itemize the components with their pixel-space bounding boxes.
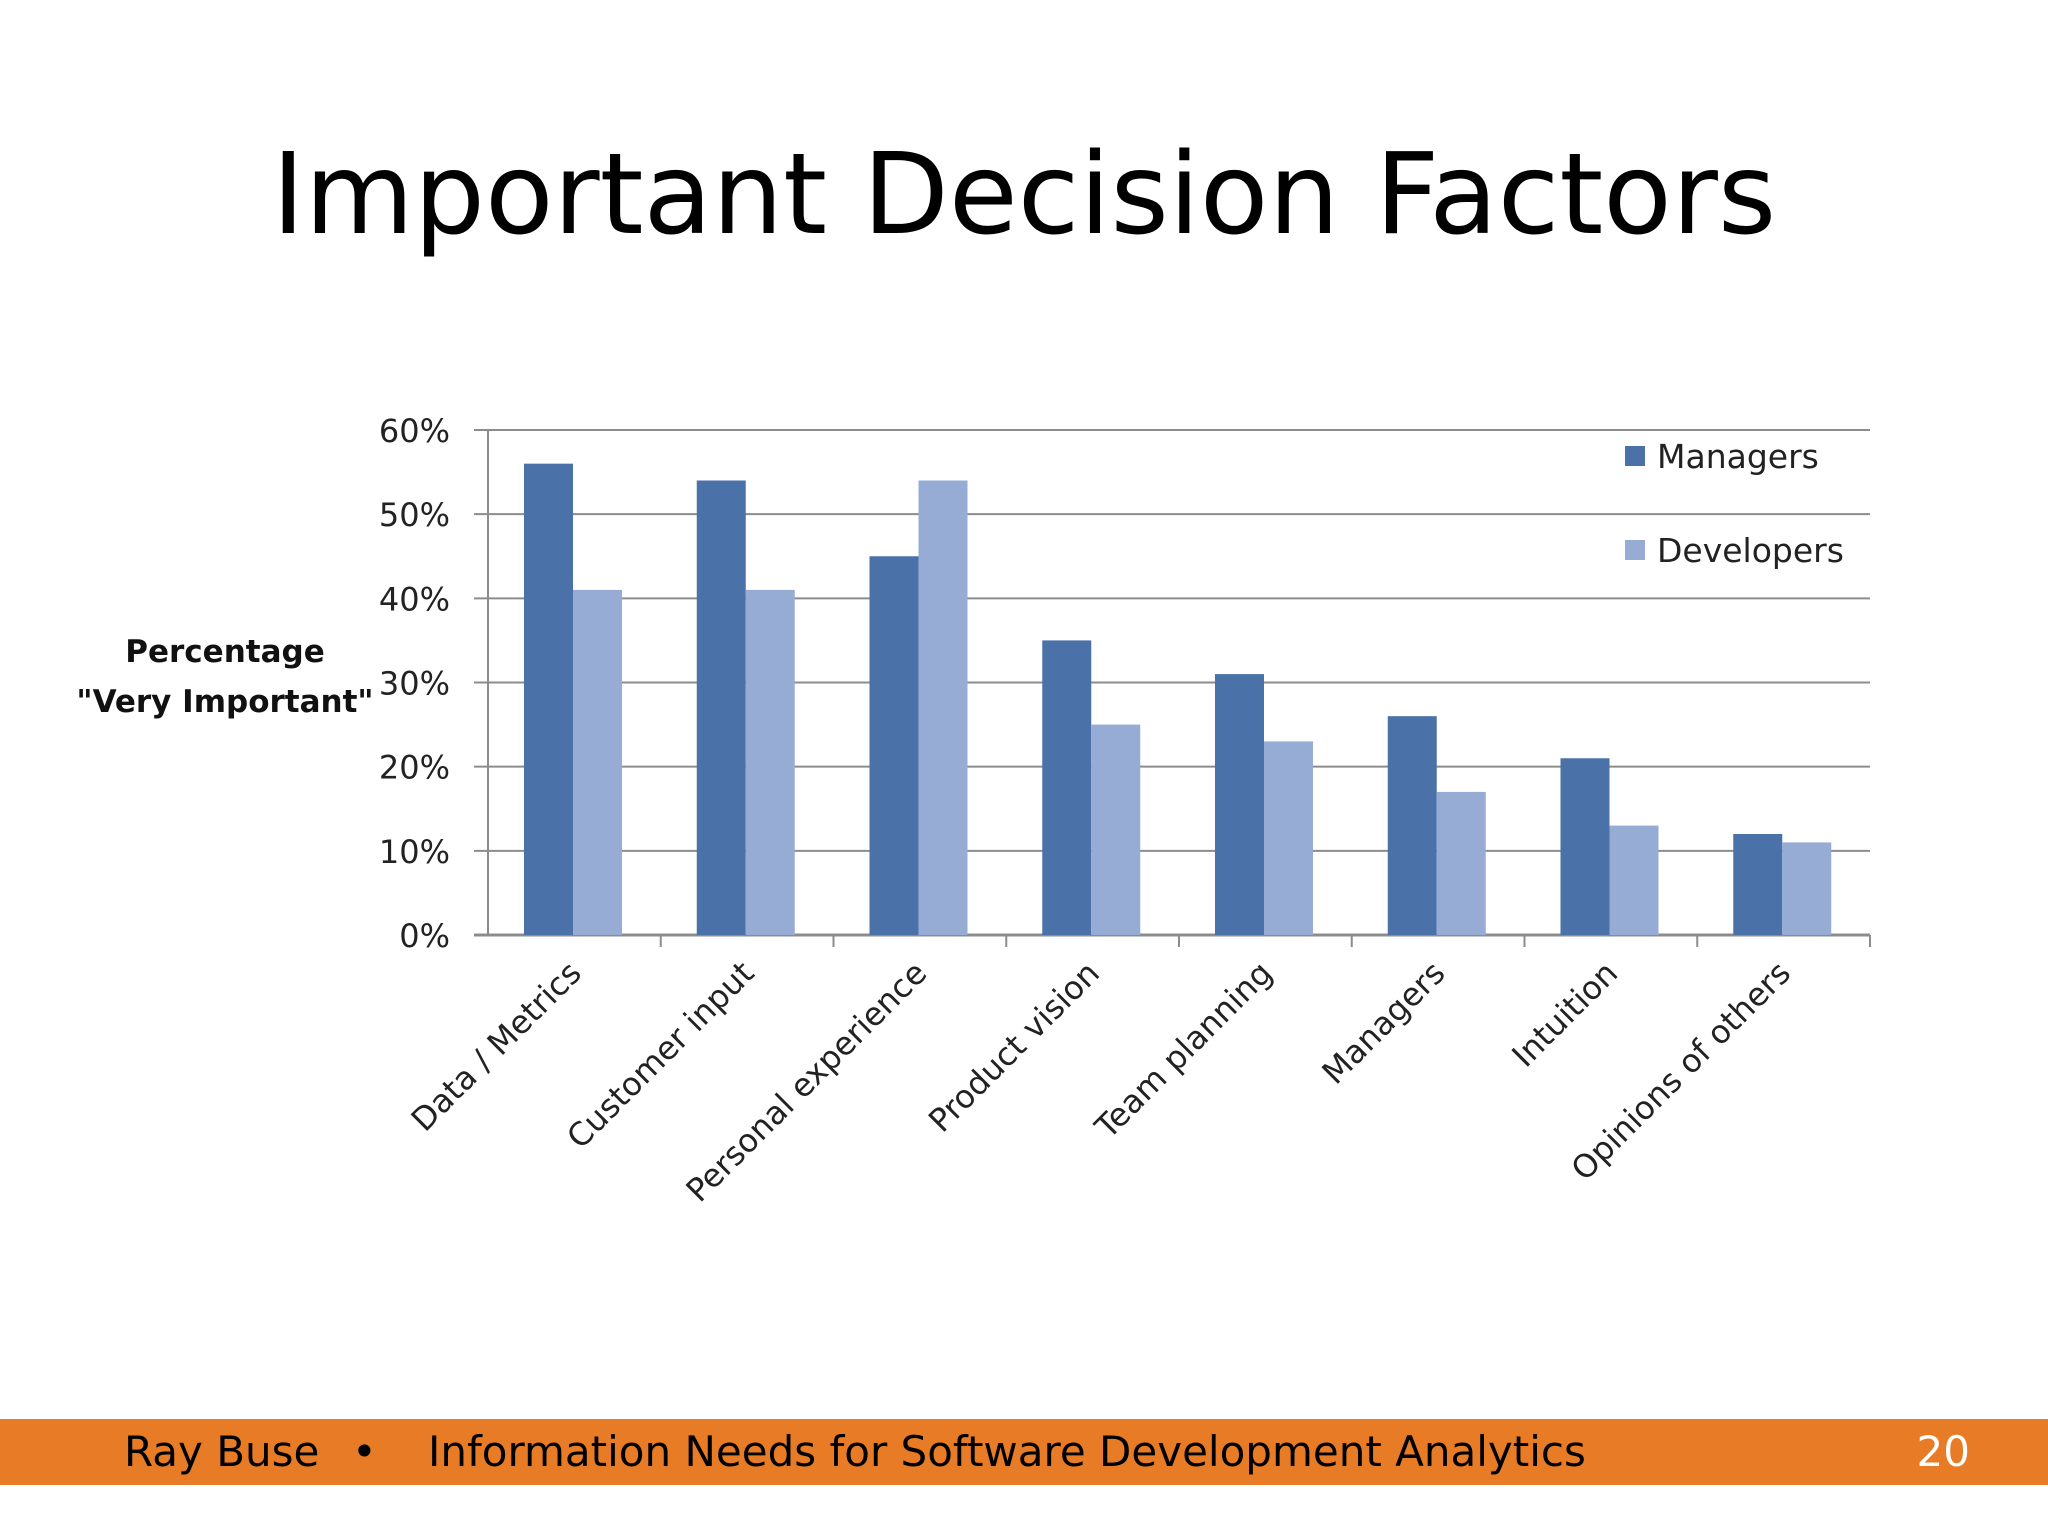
- bar-developers: [1436, 791, 1486, 935]
- bar-managers: [1387, 716, 1437, 935]
- bar-managers: [696, 480, 746, 935]
- y-tick-label: 0%: [399, 917, 450, 955]
- page-number: 20: [1916, 1427, 1970, 1476]
- bar-managers: [524, 463, 573, 935]
- bar-managers: [1733, 834, 1783, 935]
- y-tick-label: 30%: [379, 665, 450, 703]
- legend-swatch-developers: [1625, 540, 1645, 560]
- bar-developers: [1609, 825, 1659, 935]
- legend-label: Managers: [1657, 437, 1819, 476]
- footer-separator: •: [352, 1427, 377, 1476]
- y-tick-label: 50%: [379, 496, 450, 534]
- y-tick-label: 60%: [379, 412, 450, 450]
- bar-chart: 0% 10% 20% 30% 40% 50% 60% Percentage "Very Impo…: [76, 412, 1871, 1209]
- bar-developers: [1264, 741, 1313, 935]
- y-tick-label: 40%: [379, 580, 450, 618]
- footer-author: Ray Buse: [124, 1427, 320, 1476]
- bar-developers: [573, 589, 622, 935]
- x-tick-label: Intuition: [1504, 954, 1625, 1075]
- y-axis-title: "Very Important": [76, 684, 373, 720]
- legend-label: Developers: [1657, 531, 1844, 570]
- slide-title: Important Decision Factors: [271, 130, 1777, 260]
- footer-bar: Ray Buse • Information Needs for Softwar…: [0, 1419, 2048, 1485]
- bar-managers: [1560, 758, 1610, 935]
- x-tick-label: Team planning: [1087, 954, 1280, 1147]
- y-tick-label: 10%: [379, 833, 450, 871]
- y-axis-title: Percentage: [125, 634, 324, 670]
- footer-subtitle: Information Needs for Software Developme…: [428, 1427, 1586, 1476]
- legend-swatch-managers: [1625, 446, 1645, 466]
- bar-developers: [918, 480, 968, 935]
- bar-managers: [1215, 674, 1264, 935]
- bar-managers: [869, 556, 919, 935]
- bar-developers: [1091, 724, 1141, 935]
- x-tick-label: Data / Metrics: [404, 954, 589, 1139]
- y-tick-label: 20%: [379, 749, 450, 787]
- bar-developers: [745, 589, 795, 935]
- x-tick-label: Product vision: [921, 954, 1107, 1140]
- x-tick-label: Managers: [1315, 954, 1453, 1092]
- bar-managers: [1042, 640, 1092, 935]
- bar-developers: [1782, 842, 1832, 935]
- x-tick-label: Customer input: [559, 954, 761, 1156]
- chart-container: 0% 10% 20% 30% 40% 50% 60% Percentage "Very Impo…: [0, 380, 2048, 1420]
